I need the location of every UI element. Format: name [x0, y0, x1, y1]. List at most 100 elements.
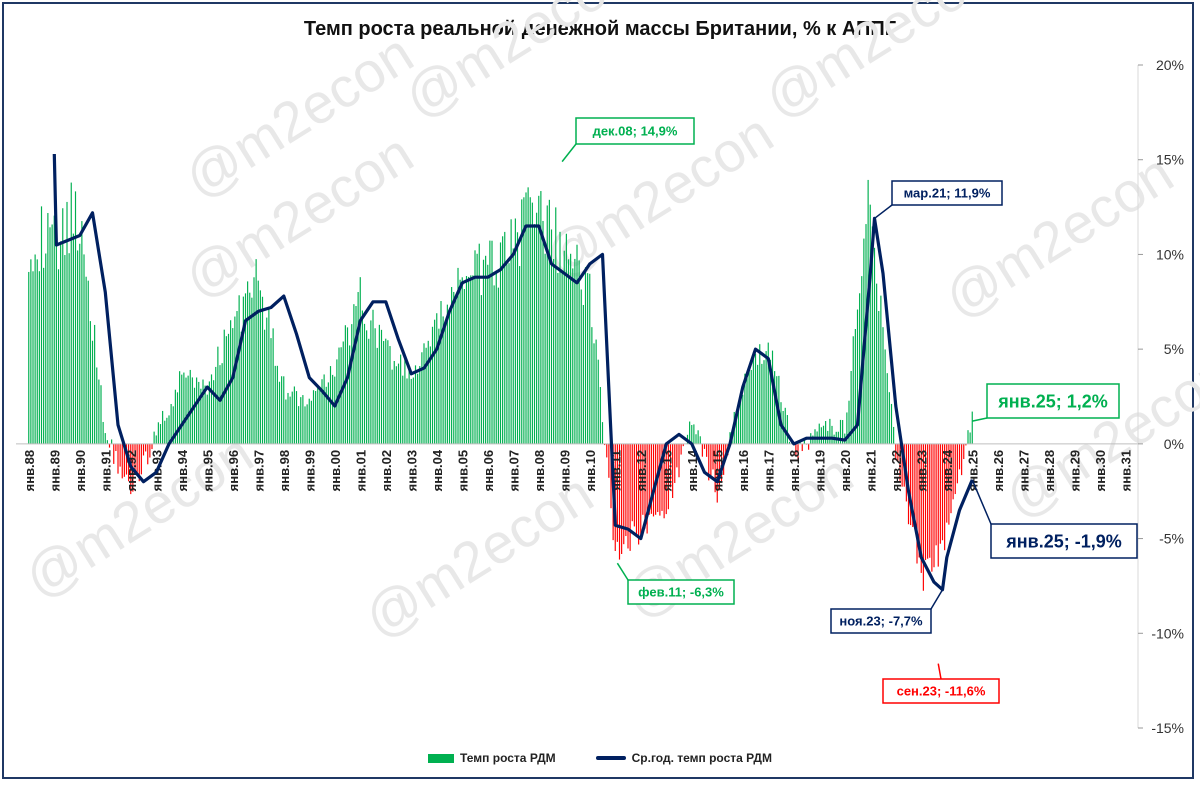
bar	[134, 443, 136, 472]
bar	[123, 443, 125, 477]
bar	[542, 220, 544, 444]
bar	[893, 426, 895, 444]
bar	[971, 411, 973, 444]
bar	[873, 247, 876, 444]
bar	[493, 285, 495, 444]
bar	[818, 423, 820, 444]
bar	[593, 343, 595, 444]
bar	[659, 443, 661, 516]
bar	[531, 202, 533, 444]
bar	[929, 443, 931, 558]
annotation-box	[986, 383, 1120, 419]
bar	[644, 443, 646, 529]
annotation-label: сен.23; -11,6%	[897, 684, 986, 699]
bar	[499, 242, 502, 444]
bar	[89, 321, 91, 444]
bar	[247, 281, 249, 444]
bar	[312, 390, 315, 444]
bar	[183, 372, 185, 444]
bar	[910, 443, 912, 526]
bar	[361, 310, 363, 444]
bar	[638, 443, 640, 545]
bar	[440, 301, 442, 444]
bar	[948, 443, 950, 525]
bar	[315, 391, 317, 444]
bar	[650, 443, 652, 514]
bar	[580, 289, 582, 444]
x-tick-label: янв.04	[430, 449, 445, 491]
bar	[87, 280, 89, 444]
x-tick-label: янв.25	[965, 450, 980, 492]
x-tick-label: янв.14	[685, 449, 700, 491]
bar	[151, 443, 153, 450]
bar	[40, 206, 43, 444]
bar	[242, 296, 244, 444]
bar	[750, 370, 752, 444]
bar	[699, 436, 701, 444]
bar	[136, 443, 138, 475]
annotation-box	[990, 523, 1138, 559]
bar	[506, 264, 508, 444]
bar	[504, 231, 506, 444]
bar	[927, 443, 929, 559]
bar	[933, 443, 935, 568]
bar	[924, 443, 927, 561]
bar	[576, 244, 578, 444]
bar	[801, 443, 803, 452]
bar	[427, 340, 429, 444]
bar	[387, 340, 389, 444]
bar	[672, 443, 674, 498]
bar	[901, 443, 903, 487]
bar	[53, 215, 55, 444]
bar	[60, 241, 62, 444]
legend-item-line: Ср.год. темп роста РДМ	[595, 751, 772, 765]
x-tick-label: янв.07	[506, 450, 521, 492]
bar	[47, 213, 49, 444]
bar	[584, 267, 587, 444]
bar	[81, 221, 83, 444]
x-tick-label: янв.21	[863, 450, 878, 492]
bar	[38, 271, 40, 444]
y-tick-label: -5%	[1159, 531, 1184, 547]
bar	[918, 443, 920, 558]
annotation-box	[891, 180, 1003, 206]
bar	[457, 267, 459, 444]
bar	[774, 371, 776, 444]
bar	[489, 240, 491, 444]
bar	[825, 421, 827, 444]
bar	[402, 375, 404, 444]
bar	[353, 304, 355, 444]
bar	[884, 349, 886, 444]
bar	[533, 224, 536, 444]
bar	[795, 443, 797, 455]
bar	[578, 260, 580, 444]
x-tick-label: янв.98	[277, 450, 292, 492]
bar	[115, 443, 117, 452]
bar	[448, 310, 451, 444]
bar	[85, 276, 87, 444]
bar	[852, 336, 854, 444]
bar	[808, 443, 810, 450]
bar	[255, 259, 257, 444]
bar	[952, 443, 954, 500]
bar	[465, 276, 468, 444]
y-tick-label: 5%	[1164, 341, 1184, 357]
bar	[899, 443, 901, 481]
legend-swatch-bars	[428, 753, 455, 763]
bar	[332, 374, 334, 444]
bar	[888, 392, 890, 444]
bar	[36, 259, 38, 444]
bar	[370, 320, 372, 444]
bar	[708, 443, 710, 481]
bar	[102, 421, 104, 444]
bar	[629, 443, 631, 551]
bar	[922, 443, 924, 591]
bar	[606, 443, 608, 458]
bar	[215, 366, 217, 444]
bar	[206, 394, 208, 444]
bar	[298, 406, 300, 444]
bar	[400, 354, 402, 444]
bar	[189, 369, 191, 444]
bar	[317, 387, 319, 444]
